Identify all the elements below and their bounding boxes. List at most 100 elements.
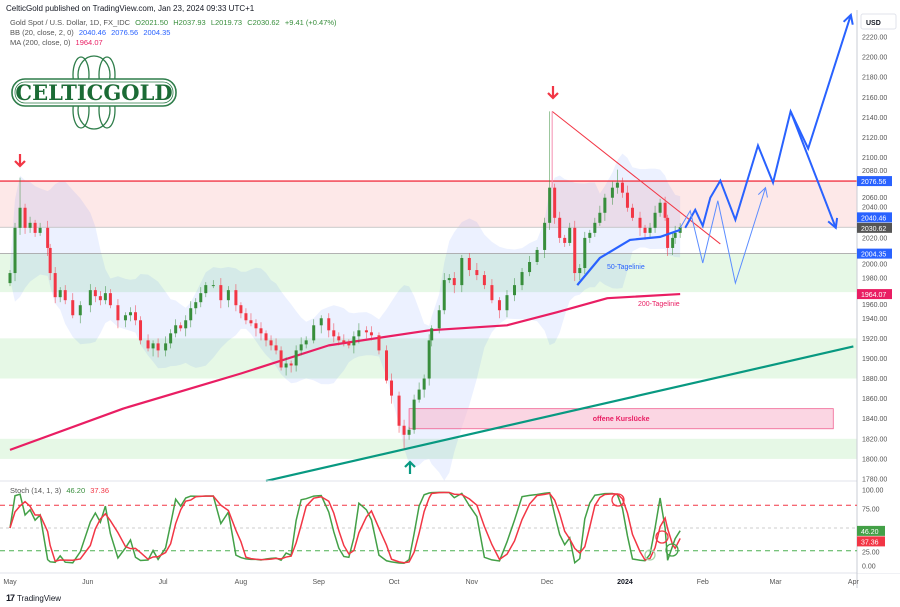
- candle: [535, 246, 539, 266]
- candle: [211, 280, 215, 289]
- candle: [63, 285, 67, 305]
- candle: [134, 305, 137, 326]
- candle: [93, 287, 97, 303]
- candle: [327, 313, 331, 338]
- price-tick-label: 2020.00: [862, 235, 887, 242]
- symbol-name[interactable]: Gold Spot / U.S. Dollar, 1D, FX_IDC: [10, 18, 131, 27]
- candle-body: [139, 320, 143, 341]
- price-tick-label: 1980.00: [862, 276, 887, 283]
- candle-body: [249, 320, 253, 324]
- candle-body: [422, 378, 426, 390]
- candle-body: [299, 344, 303, 351]
- candle-body: [615, 182, 619, 188]
- candle-body: [620, 182, 624, 193]
- candle-body: [211, 285, 215, 287]
- ma-legend[interactable]: MA (200, close, 0) 1964.07: [10, 38, 106, 47]
- candle: [553, 183, 557, 224]
- price-tick-label: 1780.00: [862, 476, 887, 483]
- price-tick-label: 2000.00: [862, 262, 887, 269]
- candle: [156, 338, 160, 358]
- time-tick-label: Jul: [159, 579, 168, 586]
- candle: [194, 298, 198, 315]
- candle: [108, 289, 112, 309]
- stoch-d-badge: [857, 536, 885, 547]
- candle-body: [13, 227, 17, 274]
- candle: [284, 357, 288, 376]
- forecast-path-alt: [679, 187, 766, 286]
- candle-body: [38, 227, 42, 233]
- candle-body: [625, 192, 629, 208]
- candle: [520, 268, 524, 291]
- price-change: +9.41 (+0.47%): [284, 18, 337, 27]
- candle: [578, 264, 582, 281]
- candle: [226, 286, 230, 308]
- currency-box: [860, 13, 897, 30]
- stoch-d-line: [9, 491, 681, 564]
- candle: [259, 322, 263, 341]
- candle: [610, 181, 614, 205]
- time-tick-label: May: [3, 579, 17, 586]
- candle-body: [364, 330, 368, 333]
- candle-body: [467, 257, 471, 271]
- bb-legend[interactable]: BB (20, close, 2, 0) 2040.46 2076.56 200…: [10, 28, 173, 37]
- candle: [71, 293, 75, 319]
- candle-body: [548, 187, 552, 223]
- candle: [377, 332, 381, 355]
- candle-body: [397, 395, 401, 426]
- candle: [199, 287, 203, 308]
- bb-lower: 2004.35: [143, 28, 171, 37]
- candle: [490, 279, 494, 304]
- candle: [452, 272, 456, 294]
- candle-body: [304, 340, 308, 345]
- last-price-badge: [857, 222, 892, 233]
- candle-body: [116, 305, 120, 321]
- candle: [299, 337, 303, 356]
- candle: [364, 326, 368, 339]
- candle-body: [505, 295, 509, 311]
- candle-body: [23, 207, 27, 228]
- candle: [497, 297, 501, 319]
- time-tick-label: Apr: [848, 579, 860, 586]
- candle-body: [78, 305, 82, 316]
- candle: [563, 234, 567, 247]
- candle: [347, 339, 351, 349]
- candle-body: [284, 363, 288, 368]
- candle-body: [33, 222, 37, 233]
- price-tick-label: 2180.00: [862, 75, 887, 82]
- candle: [603, 193, 607, 221]
- candle-body: [146, 340, 150, 349]
- tradingview-footer[interactable]: 17 TradingView: [6, 593, 61, 603]
- candle: [342, 334, 346, 347]
- price-tick-label: 1800.00: [862, 456, 887, 463]
- bb-basis-value: 2040.46: [861, 215, 886, 222]
- price-tick-label: 1920.00: [862, 336, 887, 343]
- arrow-head-icon: [827, 217, 839, 230]
- resistance-trendline: [551, 110, 721, 245]
- time-tick-label: Jun: [82, 579, 93, 586]
- candle-body: [630, 207, 634, 218]
- tradingview-logo-icon: 17: [6, 593, 15, 603]
- bb-upper-value: 2076.56: [861, 179, 886, 186]
- bb-upper: 2076.56: [111, 28, 139, 37]
- stoch-legend[interactable]: Stoch (14, 1, 3) 46.20 37.36: [10, 486, 112, 495]
- candle-body: [103, 293, 107, 301]
- candle-body: [390, 380, 394, 396]
- candle: [289, 360, 293, 373]
- candle: [38, 222, 42, 236]
- candle-body: [156, 343, 160, 351]
- time-tick-label: Feb: [697, 579, 709, 586]
- candle: [254, 319, 258, 337]
- candle-body: [352, 336, 356, 346]
- candle-body: [174, 325, 178, 334]
- candle-body: [46, 227, 50, 248]
- candle-body: [643, 227, 647, 233]
- candle: [513, 278, 517, 302]
- candle: [58, 287, 62, 303]
- tradingview-brand: TradingView: [17, 593, 62, 603]
- candle-body: [583, 237, 587, 269]
- candle-body: [573, 227, 577, 274]
- stoch-signal-circle: [655, 530, 669, 544]
- stoch-d-value: 37.36: [90, 486, 110, 495]
- ma200-value: 1964.07: [861, 292, 886, 299]
